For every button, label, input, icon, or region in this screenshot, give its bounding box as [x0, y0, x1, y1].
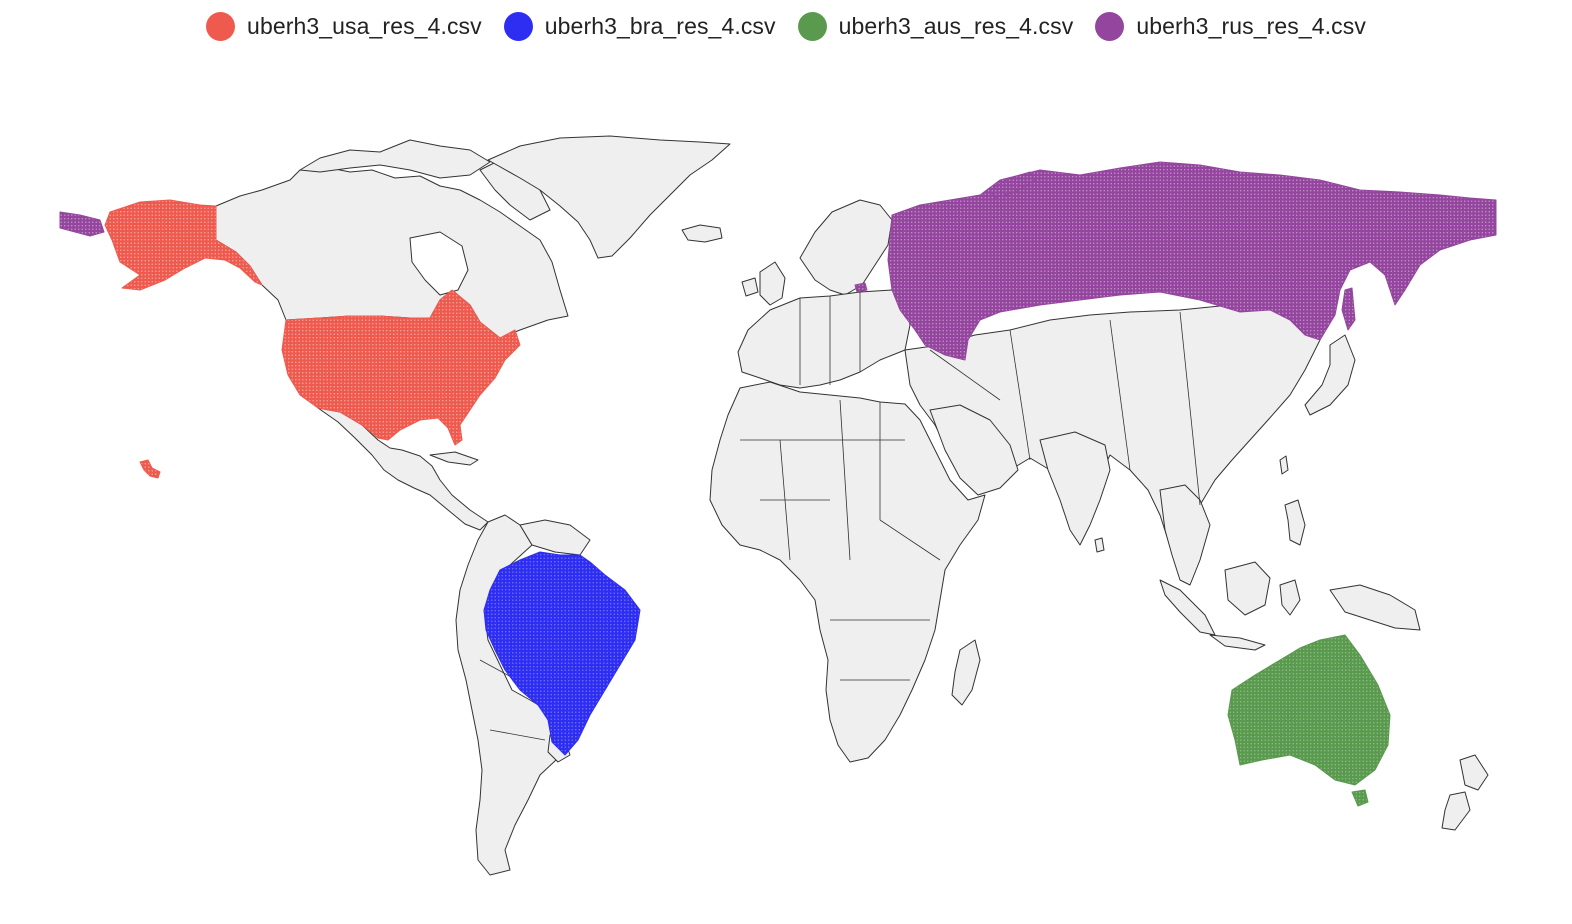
land-arctic-islands — [299, 139, 491, 179]
land-sulawesi — [1279, 579, 1301, 616]
legend: uberh3_usa_res_4.csv uberh3_bra_res_4.cs… — [0, 12, 1572, 41]
land-philippines — [1284, 499, 1306, 546]
region-russia-novaya-zemlya[interactable] — [989, 171, 1036, 199]
land-greenland — [487, 135, 731, 259]
region-usa-alaska[interactable] — [104, 199, 263, 291]
legend-swatch-usa — [206, 12, 236, 41]
land-new-guinea — [1329, 584, 1421, 631]
legend-swatch-aus — [797, 12, 827, 41]
land-borneo — [1224, 561, 1271, 616]
land-japan — [1304, 334, 1356, 416]
highlight-bra[interactable] — [483, 551, 641, 756]
land-southeast-asia-peninsula — [1159, 484, 1211, 586]
region-brazil[interactable] — [483, 551, 641, 756]
legend-label-usa: uberh3_usa_res_4.csv — [247, 13, 482, 39]
land-asia — [904, 289, 1421, 651]
legend-item-usa[interactable]: uberh3_usa_res_4.csv — [206, 12, 482, 41]
land-europe — [737, 199, 911, 389]
legend-swatch-rus — [1095, 12, 1125, 41]
country-borders — [479, 292, 1201, 741]
land-scandinavia — [799, 199, 893, 296]
land-new-zealand-north — [1459, 754, 1489, 791]
land-ireland — [741, 277, 759, 297]
legend-item-aus[interactable]: uberh3_aus_res_4.csv — [797, 12, 1074, 41]
land-europe-mainland — [737, 289, 911, 389]
land-guianas-venezuela — [519, 519, 591, 556]
legend-item-rus[interactable]: uberh3_rus_res_4.csv — [1095, 12, 1366, 41]
region-russia-sakhalin[interactable] — [1341, 287, 1356, 331]
land-sumatra — [1159, 579, 1216, 636]
land-madagascar — [951, 639, 981, 706]
highlight-rus[interactable] — [59, 161, 1497, 361]
land-africa — [709, 381, 986, 763]
highlight-usa[interactable] — [104, 199, 521, 479]
region-russia-chukotka-west[interactable] — [59, 211, 105, 237]
land-iceland — [681, 224, 723, 243]
land-cuba — [429, 451, 479, 466]
land-sri-lanka — [1094, 537, 1105, 553]
land-hudson-bay-water — [409, 231, 469, 296]
region-russia[interactable] — [887, 161, 1497, 361]
legend-label-bra: uberh3_bra_res_4.csv — [544, 13, 776, 39]
legend-label-rus: uberh3_rus_res_4.csv — [1136, 13, 1366, 39]
legend-swatch-bra — [503, 12, 533, 41]
region-usa-hawaii[interactable] — [139, 459, 161, 479]
region-australia[interactable] — [1227, 634, 1391, 786]
land-great-britain — [759, 261, 786, 306]
land-taiwan — [1279, 455, 1289, 475]
legend-label-aus: uberh3_aus_res_4.csv — [838, 13, 1074, 39]
land-new-zealand-south — [1441, 791, 1471, 831]
land-india — [1039, 431, 1111, 546]
legend-item-bra[interactable]: uberh3_bra_res_4.csv — [503, 12, 776, 41]
region-usa-contiguous[interactable] — [281, 289, 521, 446]
land-north-america — [215, 139, 569, 531]
land-java — [1209, 634, 1266, 651]
region-russia-kaliningrad[interactable] — [854, 282, 868, 293]
highlight-aus[interactable] — [1227, 634, 1391, 807]
land-arabia — [929, 404, 1019, 496]
region-tasmania[interactable] — [1351, 789, 1369, 807]
